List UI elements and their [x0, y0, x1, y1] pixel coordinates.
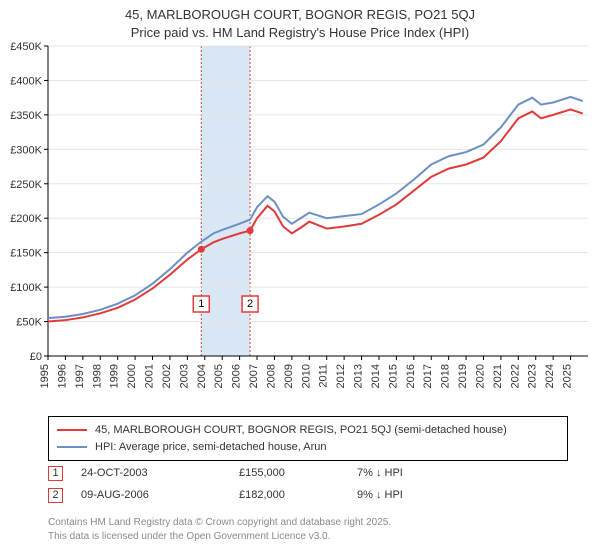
chart-title-block: 45, MARLBOROUGH COURT, BOGNOR REGIS, PO2…: [0, 0, 600, 43]
legend-label: HPI: Average price, semi-detached house,…: [95, 439, 327, 456]
y-tick-label: £100K: [10, 282, 42, 294]
sale-price: £182,000: [239, 489, 339, 501]
sale-date: 24-OCT-2003: [81, 467, 221, 479]
y-tick-label: £50K: [16, 317, 42, 329]
x-tick-label: 2018: [440, 364, 452, 388]
x-tick-label: 2024: [544, 364, 556, 388]
x-tick-label: 2014: [370, 364, 382, 388]
x-tick-label: 2004: [196, 364, 208, 388]
x-tick-label: 2007: [248, 364, 260, 388]
x-tick-label: 1996: [56, 364, 68, 388]
y-tick-label: £300K: [10, 144, 42, 156]
y-tick-label: £250K: [10, 179, 42, 191]
sale-delta: 7% ↓ HPI: [357, 467, 457, 479]
legend-swatch: [57, 429, 87, 431]
y-tick-label: £150K: [10, 248, 42, 260]
x-tick-label: 2001: [144, 364, 156, 388]
x-tick-label: 2002: [161, 364, 173, 388]
sale-row: 2 09-AUG-2006 £182,000 9% ↓ HPI: [48, 484, 568, 506]
sale-number-box: 1: [48, 466, 63, 481]
sale-marker-number: 1: [198, 298, 204, 310]
legend-label: 45, MARLBOROUGH COURT, BOGNOR REGIS, PO2…: [95, 422, 507, 439]
title-line-1: 45, MARLBOROUGH COURT, BOGNOR REGIS, PO2…: [10, 6, 590, 24]
x-tick-label: 2023: [527, 364, 539, 388]
x-tick-label: 2015: [387, 364, 399, 388]
x-tick-label: 2020: [474, 364, 486, 388]
y-tick-label: £350K: [10, 110, 42, 122]
x-tick-label: 2017: [422, 364, 434, 388]
sale-price: £155,000: [239, 467, 339, 479]
sale-delta: 9% ↓ HPI: [357, 489, 457, 501]
x-tick-label: 2022: [509, 364, 521, 388]
sale-dot: [247, 227, 254, 234]
legend-row: HPI: Average price, semi-detached house,…: [57, 439, 559, 456]
y-tick-label: £200K: [10, 213, 42, 225]
title-line-2: Price paid vs. HM Land Registry's House …: [10, 24, 590, 42]
sale-row: 1 24-OCT-2003 £155,000 7% ↓ HPI: [48, 462, 568, 484]
x-tick-label: 1995: [39, 364, 51, 388]
x-tick-label: 2005: [213, 364, 225, 388]
sale-marker-number: 2: [247, 298, 253, 310]
y-tick-label: £450K: [10, 41, 42, 53]
footer-attribution: Contains HM Land Registry data © Crown c…: [48, 516, 568, 543]
x-tick-label: 2021: [492, 364, 504, 388]
sale-number-box: 2: [48, 488, 63, 503]
x-tick-label: 2010: [300, 364, 312, 388]
x-tick-label: 2013: [353, 364, 365, 388]
x-tick-label: 2000: [126, 364, 138, 388]
x-tick-label: 2016: [405, 364, 417, 388]
x-tick-label: 2008: [265, 364, 277, 388]
x-tick-label: 2012: [335, 364, 347, 388]
series-hpi: [48, 97, 583, 318]
x-tick-label: 1997: [74, 364, 86, 388]
y-tick-label: £0: [30, 351, 42, 363]
footer-line-2: This data is licensed under the Open Gov…: [48, 530, 568, 544]
y-tick-label: £400K: [10, 75, 42, 87]
footer-line-1: Contains HM Land Registry data © Crown c…: [48, 516, 568, 530]
sales-table: 1 24-OCT-2003 £155,000 7% ↓ HPI 2 09-AUG-2006…: [48, 462, 568, 506]
legend-box: 45, MARLBOROUGH COURT, BOGNOR REGIS, PO2…: [48, 416, 568, 461]
x-tick-label: 1998: [91, 364, 103, 388]
x-tick-label: 1999: [109, 364, 121, 388]
sale-dot: [198, 246, 205, 253]
line-chart-svg: £0 £50K £100K £150K £200K £250K £300K £350K £400…: [0, 40, 600, 410]
x-tick-label: 2025: [562, 364, 574, 388]
sale-date: 09-AUG-2006: [81, 489, 221, 501]
x-tick-label: 2019: [457, 364, 469, 388]
legend-swatch: [57, 446, 87, 448]
x-tick-label: 2011: [318, 364, 330, 388]
x-tick-label: 2003: [178, 364, 190, 388]
x-tick-label: 2009: [283, 364, 295, 388]
x-tick-label: 2006: [231, 364, 243, 388]
legend-row: 45, MARLBOROUGH COURT, BOGNOR REGIS, PO2…: [57, 422, 559, 439]
chart-area: £0 £50K £100K £150K £200K £250K £300K £350K £400…: [0, 40, 600, 410]
